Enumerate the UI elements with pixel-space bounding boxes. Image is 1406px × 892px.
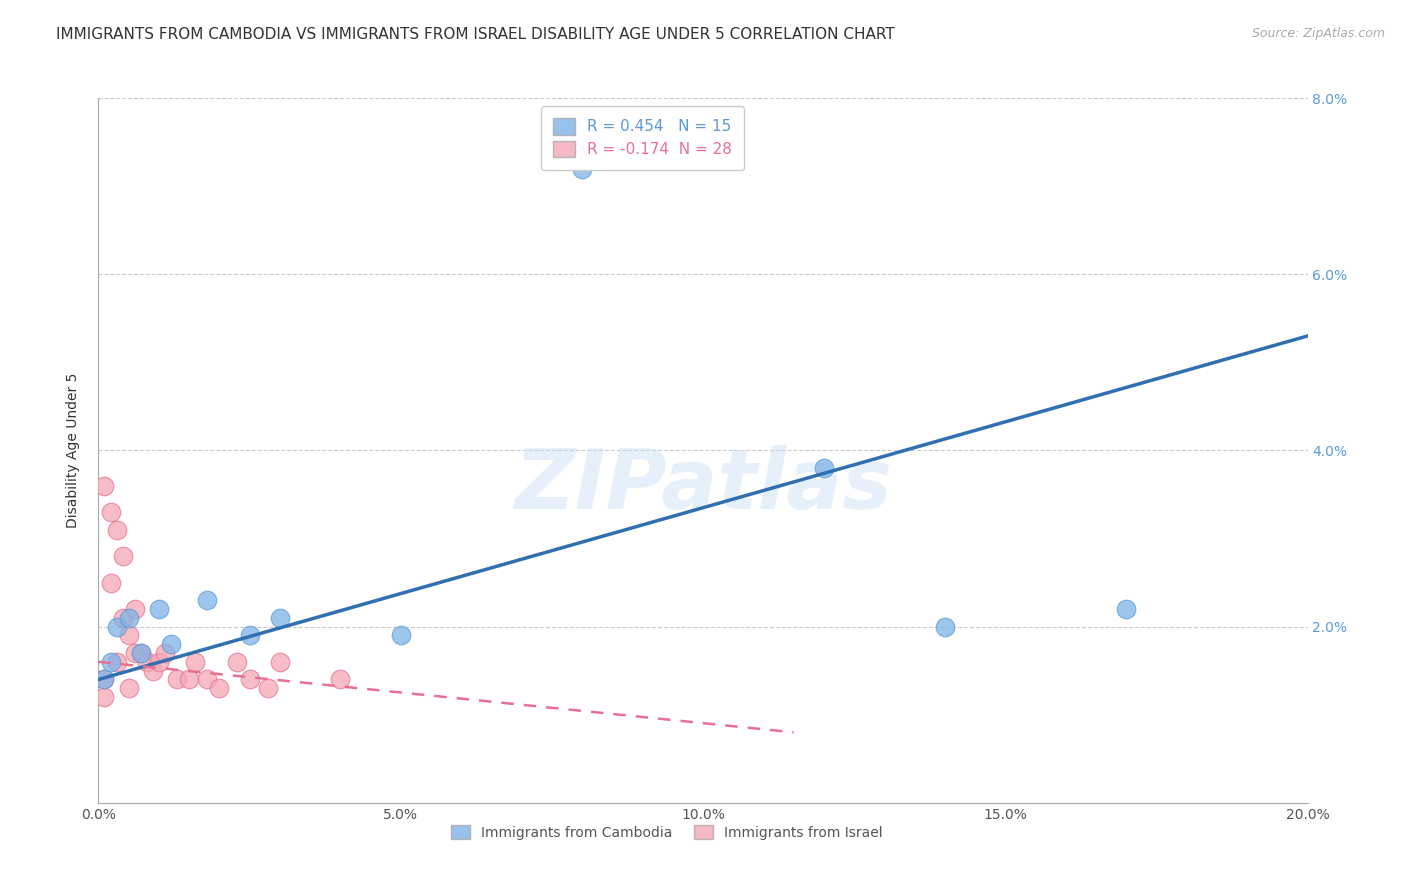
Point xyxy=(256,681,278,696)
Point xyxy=(226,655,249,669)
Point xyxy=(166,673,188,687)
Point xyxy=(100,655,122,669)
Point xyxy=(571,161,593,176)
Point xyxy=(813,461,835,475)
Point xyxy=(93,673,115,687)
Point xyxy=(124,602,146,616)
Point xyxy=(129,646,152,660)
Point xyxy=(329,673,352,687)
Point xyxy=(105,619,128,633)
Point xyxy=(153,646,176,660)
Point xyxy=(269,611,291,625)
Point xyxy=(118,611,141,625)
Point xyxy=(111,611,134,625)
Point xyxy=(142,664,165,678)
Point xyxy=(105,523,128,537)
Point xyxy=(129,646,152,660)
Point xyxy=(389,628,412,642)
Point xyxy=(118,681,141,696)
Point xyxy=(93,478,115,492)
Point xyxy=(118,628,141,642)
Point xyxy=(100,505,122,519)
Point xyxy=(93,690,115,705)
Text: IMMIGRANTS FROM CAMBODIA VS IMMIGRANTS FROM ISRAEL DISABILITY AGE UNDER 5 CORREL: IMMIGRANTS FROM CAMBODIA VS IMMIGRANTS F… xyxy=(56,27,896,42)
Point xyxy=(239,628,262,642)
Point xyxy=(111,549,134,564)
Point xyxy=(135,655,157,669)
Point xyxy=(160,637,183,651)
Point xyxy=(208,681,231,696)
Y-axis label: Disability Age Under 5: Disability Age Under 5 xyxy=(66,373,80,528)
Point xyxy=(934,619,956,633)
Point xyxy=(195,593,218,607)
Point xyxy=(184,655,207,669)
Point xyxy=(105,655,128,669)
Point xyxy=(179,673,201,687)
Point xyxy=(124,646,146,660)
Point xyxy=(148,655,170,669)
Legend: Immigrants from Cambodia, Immigrants from Israel: Immigrants from Cambodia, Immigrants fro… xyxy=(446,819,889,846)
Point xyxy=(100,575,122,590)
Text: Source: ZipAtlas.com: Source: ZipAtlas.com xyxy=(1251,27,1385,40)
Point xyxy=(93,673,115,687)
Point xyxy=(148,602,170,616)
Point xyxy=(195,673,218,687)
Point xyxy=(269,655,291,669)
Point xyxy=(239,673,262,687)
Point xyxy=(1115,602,1137,616)
Text: ZIPatlas: ZIPatlas xyxy=(515,445,891,526)
